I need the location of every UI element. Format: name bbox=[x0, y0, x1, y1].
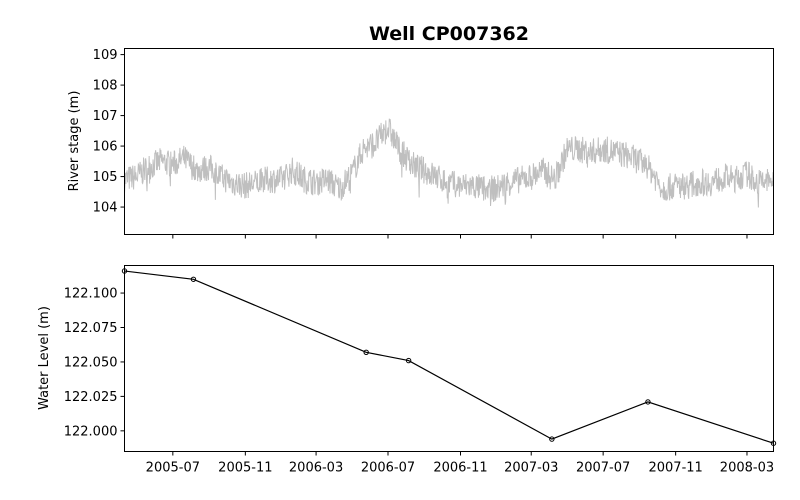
x-tick-label: 2006-07 bbox=[361, 461, 415, 476]
water-level-point bbox=[645, 399, 651, 405]
x-tick-label: 2007-03 bbox=[504, 461, 558, 476]
water-level-point bbox=[190, 276, 197, 282]
y-tick-label: 106 bbox=[93, 140, 118, 155]
y-tick-label: 122.075 bbox=[64, 321, 118, 336]
x-tick-label: 2006-03 bbox=[289, 461, 343, 476]
y-tick-label: 122.025 bbox=[64, 390, 118, 405]
x-tick-label: 2006-11 bbox=[433, 461, 487, 476]
water-level-panel: 122.000 122.025 122.050 122.075 122.100 2005… bbox=[37, 265, 777, 476]
river-stage-line bbox=[124, 118, 774, 208]
water-level-point bbox=[549, 436, 555, 442]
y-tick-label: 104 bbox=[93, 201, 118, 216]
water-level-point bbox=[363, 349, 369, 355]
y-tick-label: 122.100 bbox=[64, 287, 118, 302]
y-tick-label: 108 bbox=[93, 79, 118, 94]
river-stage-y-ticks: 104 105 106 107 108 109 bbox=[93, 48, 125, 216]
y-tick-label: 122.050 bbox=[64, 355, 118, 370]
river-stage-series bbox=[124, 118, 774, 208]
x-tick-label: 2007-07 bbox=[576, 461, 630, 476]
y-tick-label: 122.000 bbox=[64, 424, 118, 439]
river-stage-panel: 104 105 106 107 108 109 River stage (m) bbox=[67, 48, 774, 239]
water-level-point bbox=[405, 357, 412, 364]
water-level-line bbox=[124, 270, 774, 444]
water-level-series bbox=[121, 268, 777, 446]
river-stage-plot-frame bbox=[124, 48, 774, 235]
x-tick-label: 2007-11 bbox=[648, 461, 702, 476]
y-tick-label: 109 bbox=[93, 48, 118, 63]
water-level-plot-frame bbox=[124, 265, 774, 452]
x-tick-label: 2005-07 bbox=[146, 461, 200, 476]
y-tick-label: 105 bbox=[93, 170, 118, 185]
water-level-axis-label: Water Level (m) bbox=[37, 306, 52, 410]
chart-title: Well CP007362 bbox=[369, 23, 529, 45]
water-level-x-ticks: 2005-07 2005-11 2006-03 2006-07 2006-11 2007-… bbox=[146, 451, 774, 476]
water-level-y-ticks: 122.000 122.025 122.050 122.075 122.100 bbox=[64, 287, 125, 439]
river-stage-axis-label: River stage (m) bbox=[67, 91, 82, 192]
y-tick-label: 107 bbox=[93, 109, 118, 124]
x-tick-label: 2005-11 bbox=[218, 461, 272, 476]
x-tick-label: 2008-03 bbox=[720, 461, 774, 476]
river-stage-x-ticks bbox=[172, 234, 748, 239]
